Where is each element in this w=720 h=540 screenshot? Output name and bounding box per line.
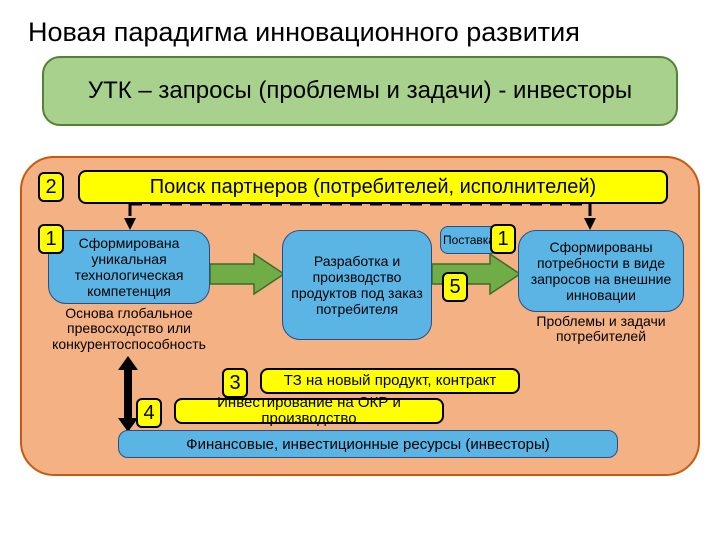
arrow-left-to-mid (210, 254, 284, 294)
badge-1-right: 1 (490, 224, 516, 254)
badge-4-text: 4 (143, 402, 154, 425)
box-right-under-text: Проблемы и задачи потребителей (536, 313, 665, 344)
finance-box: Финансовые, инвестиционные ресурсы (инве… (118, 430, 618, 458)
badge-1-right-text: 1 (497, 228, 508, 251)
badge-2-text: 2 (45, 176, 56, 199)
step4-text: Инвестирование на ОКР и производство (184, 395, 434, 427)
box-left-under: Основа глобальное превосходство или конк… (48, 306, 210, 352)
badge-1-left: 1 (38, 224, 64, 254)
box-mid-text: Разработка и производство продуктов под … (289, 253, 425, 317)
box-left: Сформирована уникальная технологическая … (48, 230, 210, 304)
step3-text: ТЗ на новый продукт, контракт (284, 373, 496, 389)
badge-5: 5 (442, 272, 468, 302)
box-mid: Разработка и производство продуктов под … (282, 230, 432, 340)
step2-text: Поиск партнеров (потребителей, исполните… (150, 177, 596, 198)
box-right-text: Сформированы потребности в виде запросов… (525, 239, 677, 303)
step4-box: Инвестирование на ОКР и производство (174, 398, 444, 424)
delivery-text: Поставка (443, 234, 495, 246)
step2-box: Поиск партнеров (потребителей, исполните… (78, 170, 668, 204)
badge-1-left-text: 1 (45, 228, 56, 251)
badge-2: 2 (38, 172, 64, 202)
step3-box: ТЗ на новый продукт, контракт (260, 368, 520, 394)
box-right-under: Проблемы и задачи потребителей (518, 314, 684, 345)
slide: Новая парадигма инновационного развития … (0, 0, 720, 540)
badge-5-text: 5 (449, 276, 460, 299)
badge-4: 4 (136, 398, 162, 428)
box-left-under-text: Основа глобальное превосходство или конк… (52, 305, 206, 352)
finance-text: Финансовые, инвестиционные ресурсы (инве… (186, 436, 550, 453)
badge-3-text: 3 (229, 372, 240, 395)
box-left-text: Сформирована уникальная технологическая … (55, 235, 203, 299)
box-right: Сформированы потребности в виде запросов… (518, 230, 684, 312)
